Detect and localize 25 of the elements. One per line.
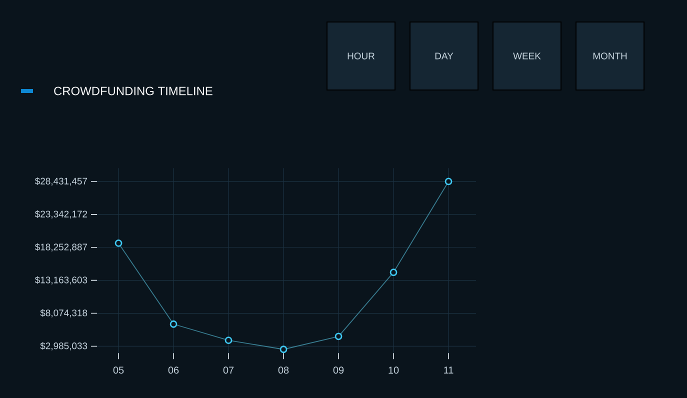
x-tick-label: 07 bbox=[223, 366, 234, 374]
y-tick-label: $23,342,172 bbox=[34, 210, 88, 219]
point bbox=[444, 178, 452, 186]
point bbox=[334, 332, 342, 340]
point bbox=[224, 336, 232, 344]
point bbox=[280, 346, 288, 354]
text: WEEK bbox=[513, 52, 541, 60]
y-tick-label: $8,074,318 bbox=[40, 309, 88, 318]
text: HOUR bbox=[348, 52, 375, 60]
x-tick-label: 10 bbox=[388, 366, 399, 374]
y-tick-label: $2,985,033 bbox=[40, 342, 88, 350]
point bbox=[114, 239, 122, 247]
text: MONTH bbox=[593, 52, 627, 60]
text: DAY bbox=[435, 52, 454, 60]
point bbox=[170, 320, 178, 328]
y-tick-label: $18,252,887 bbox=[34, 243, 88, 252]
y-tick-label: $28,431,457 bbox=[34, 177, 88, 186]
x-tick-label: 05 bbox=[113, 366, 124, 374]
y-tick-label: $13,163,603 bbox=[34, 276, 88, 284]
point bbox=[390, 268, 398, 276]
x-tick-label: 09 bbox=[333, 366, 344, 374]
x-tick-label: 08 bbox=[278, 366, 289, 374]
x-tick-label: 06 bbox=[168, 366, 179, 374]
x-tick-label: 11 bbox=[444, 366, 454, 374]
chart-title: CROWDFUNDING TIMELINE bbox=[54, 86, 212, 96]
